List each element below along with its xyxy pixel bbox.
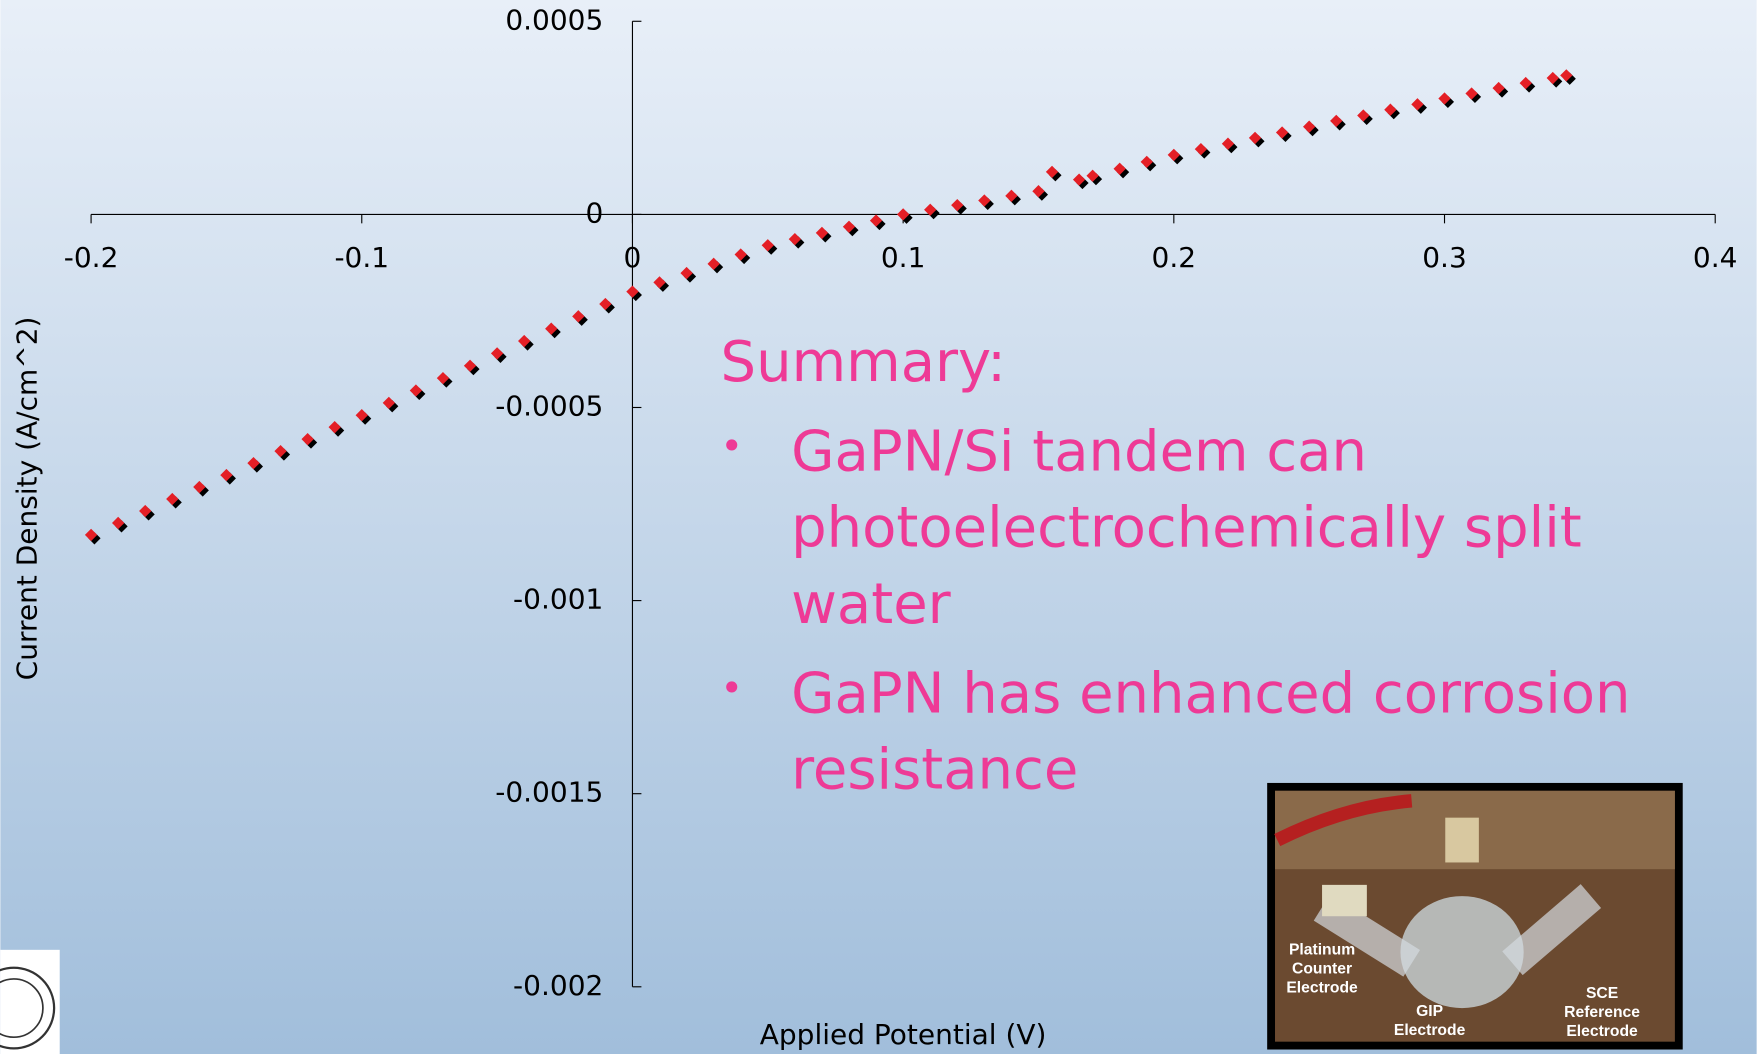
photo: Platinum Counter Electrode GIP Electrode SCE R… bbox=[1267, 783, 1683, 1050]
bullet-text: GaPN has enhanced corrosion bbox=[791, 661, 1630, 726]
photo-label: GIP bbox=[1416, 1003, 1443, 1020]
y-tick-label: 0 bbox=[586, 196, 604, 229]
photo-label: Electrode bbox=[1566, 1023, 1638, 1040]
bullet-text: water bbox=[791, 572, 952, 637]
photo-label: Reference bbox=[1564, 1004, 1640, 1021]
summary-heading: Summary: bbox=[721, 330, 1006, 395]
x-tick-label: 0.4 bbox=[1693, 241, 1738, 274]
x-axis-title: Applied Potential (V) bbox=[760, 1018, 1047, 1051]
bullet-dot: • bbox=[721, 424, 743, 468]
y-tick-label: 0.0005 bbox=[505, 3, 603, 36]
slide: 0.0005 0 -0.0005 -0.001 -0.0015 -0.002 -0.2 -0.… bbox=[0, 0, 1757, 1054]
x-tick-label: 0.3 bbox=[1422, 241, 1467, 274]
photo-label: Electrode bbox=[1286, 979, 1358, 996]
bullet-text: resistance bbox=[791, 738, 1078, 803]
x-tick-label: 0.1 bbox=[881, 241, 926, 274]
page: {"chart_data": {"type": "scatter", "x_la… bbox=[0, 0, 1757, 1054]
y-tick-label: -0.0005 bbox=[495, 389, 603, 422]
y-tick-label: -0.002 bbox=[513, 969, 603, 1002]
photo-label: Electrode bbox=[1394, 1022, 1466, 1039]
x-tick-label: 0.2 bbox=[1152, 241, 1197, 274]
bullet-text: photoelectrochemically split bbox=[791, 496, 1582, 561]
photo-label: SCE bbox=[1586, 985, 1618, 1002]
y-tick-label: -0.0015 bbox=[495, 776, 603, 809]
bullet-dot: • bbox=[721, 666, 743, 710]
bullet-text: GaPN/Si tandem can bbox=[791, 419, 1367, 484]
x-tick-label: 0 bbox=[624, 241, 642, 274]
x-tick-label: -0.1 bbox=[334, 241, 389, 274]
logo bbox=[0, 950, 60, 1054]
y-axis-title: Current Density (A/cm^2) bbox=[10, 317, 43, 681]
y-tick-label: -0.001 bbox=[513, 583, 603, 616]
photo-label: Counter bbox=[1292, 960, 1352, 977]
x-tick-label: -0.2 bbox=[64, 241, 119, 274]
photo-label: Platinum bbox=[1289, 941, 1355, 958]
